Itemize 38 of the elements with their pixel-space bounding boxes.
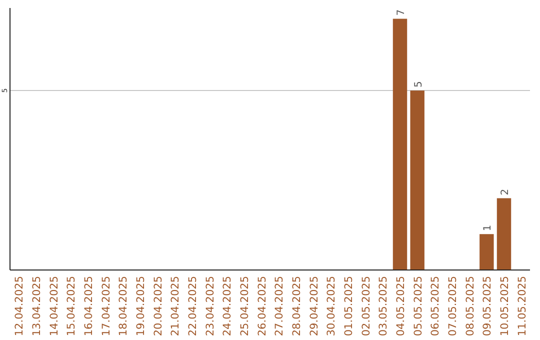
x-tick-label: 08.05.2025 [464, 276, 476, 336]
x-tick-label: 20.04.2025 [152, 276, 164, 336]
x-tick-label: 12.04.2025 [14, 276, 26, 336]
bar [392, 18, 408, 270]
x-tick-label: 15.04.2025 [66, 276, 78, 336]
x-tick-label: 02.05.2025 [360, 276, 372, 336]
x-tick-label: 16.04.2025 [83, 276, 95, 336]
bar [496, 198, 512, 270]
data-label: 5 [413, 81, 424, 88]
x-tick-label: 11.05.2025 [516, 276, 528, 336]
x-tick-label: 09.05.2025 [482, 276, 494, 336]
x-tick-label: 06.05.2025 [430, 276, 442, 336]
x-tick-label: 22.04.2025 [187, 276, 199, 336]
x-tick-label: 29.04.2025 [308, 276, 320, 336]
data-label: 1 [482, 224, 494, 232]
x-tick-label: 10.05.2025 [499, 276, 511, 336]
x-tick-label: 05.05.2025 [412, 276, 424, 336]
x-tick-label: 04.05.2025 [395, 276, 407, 336]
data-label: 7 [396, 9, 407, 16]
x-tick-label: 14.04.2025 [48, 276, 60, 336]
x-tick-label: 21.04.2025 [170, 276, 182, 336]
x-tick-label: 03.05.2025 [378, 276, 390, 336]
x-tick-label: 13.04.2025 [31, 276, 43, 336]
x-tick-label: 01.05.2025 [343, 276, 355, 336]
x-tick-label: 07.05.2025 [447, 276, 459, 336]
data-label: 2 [500, 188, 511, 196]
x-tick-label: 30.04.2025 [326, 276, 338, 336]
x-tick-label: 18.04.2025 [118, 276, 130, 336]
x-tick-label: 17.04.2025 [100, 276, 112, 336]
x-tick-label: 28.04.2025 [291, 276, 303, 336]
x-tick-label: 24.04.2025 [222, 276, 234, 336]
x-tick-label: 19.04.2025 [135, 276, 147, 336]
x-tick-label: 26.04.2025 [256, 276, 268, 336]
bar [410, 90, 424, 270]
x-tick-label: 25.04.2025 [239, 276, 251, 336]
bar [480, 234, 494, 270]
x-tick-label: 23.04.2025 [204, 276, 216, 336]
x-tick-label: 27.04.2025 [274, 276, 286, 336]
